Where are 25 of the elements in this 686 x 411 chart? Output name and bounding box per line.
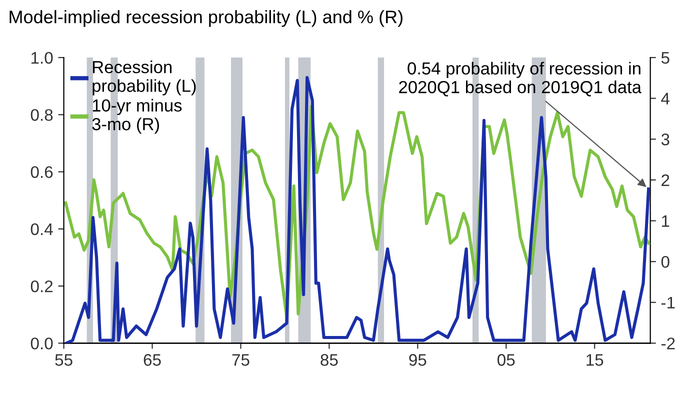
chart-title: Model-implied recession probability (L) and % (R) <box>10 10 402 27</box>
y2-tick-label: 0 <box>661 256 670 268</box>
y2-tick-label: 1 <box>662 215 670 227</box>
x-tick-label: 65 <box>144 354 161 366</box>
y-tick-label: 0.4 <box>30 223 53 236</box>
y-tick-label: 0.0 <box>30 338 53 350</box>
x-tick-label: 15 <box>586 354 604 366</box>
y2-tick-label: -2 <box>661 338 675 350</box>
x-tick-label: 55 <box>55 354 72 366</box>
legend-label: 10-yr minus 3-mo (R) <box>92 98 182 134</box>
x-tick-label: 95 <box>409 354 426 366</box>
legend-label: Recession probability (L) <box>92 60 196 96</box>
annotation: 0.54 probability of recession in 2020Q1 based on 2019Q1 data <box>399 62 642 96</box>
y-tick-label: 0.6 <box>30 166 53 178</box>
y2-tick-label: 2 <box>662 174 670 186</box>
y2-tick-label: 5 <box>661 52 670 64</box>
x-tick-label: 85 <box>320 354 338 366</box>
x-tick-label: 05 <box>498 354 515 366</box>
y2-tick-label: 4 <box>661 92 670 104</box>
y-tick-label: 1.0 <box>31 52 53 64</box>
y2-tick-label: -1 <box>661 296 675 308</box>
x-tick-label: 75 <box>232 354 250 366</box>
y-tick-label: 0.2 <box>30 280 53 292</box>
y2-tick-label: 3 <box>661 134 670 146</box>
y-tick-label: 0.8 <box>30 109 53 121</box>
